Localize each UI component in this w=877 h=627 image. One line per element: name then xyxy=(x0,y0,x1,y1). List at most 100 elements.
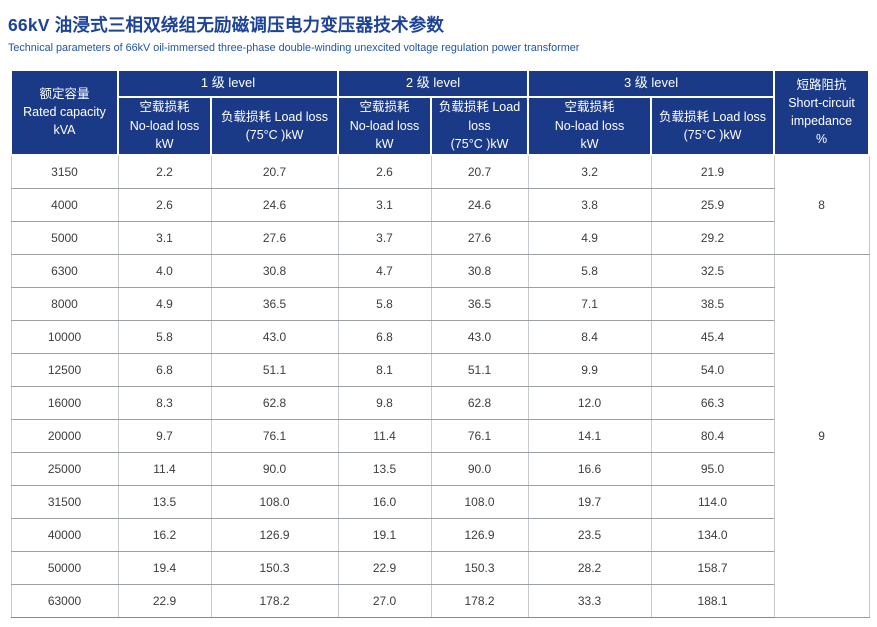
rated-capacity-cell: 10000 xyxy=(10,319,119,354)
loss-value-cell: 5.8 xyxy=(117,319,212,354)
loss-value-cell: 4.9 xyxy=(527,220,652,255)
loss-value-cell: 12.0 xyxy=(527,385,652,420)
loss-value-cell: 76.1 xyxy=(430,418,529,453)
rated-capacity-cell: 40000 xyxy=(10,517,119,552)
loss-value-cell: 62.8 xyxy=(430,385,529,420)
loss-value-cell: 6.8 xyxy=(337,319,432,354)
rated-capacity-cell: 63000 xyxy=(10,583,119,618)
loss-value-cell: 9.8 xyxy=(337,385,432,420)
loss-value-cell: 16.2 xyxy=(117,517,212,552)
loss-value-cell: 188.1 xyxy=(650,583,775,618)
header-group-level-2: 2 级 level xyxy=(337,68,530,98)
table-row: 8000 4.9 36.5 5.8 36.5 7.1 38.5 xyxy=(10,286,869,321)
loss-value-cell: 19.1 xyxy=(337,517,432,552)
loss-value-cell: 3.1 xyxy=(117,220,212,255)
rated-capacity-cell: 4000 xyxy=(10,187,119,222)
rated-capacity-cell: 20000 xyxy=(10,418,119,453)
rated-capacity-cell: 6300 xyxy=(10,253,119,288)
loss-value-cell: 16.6 xyxy=(527,451,652,486)
loss-value-cell: 20.7 xyxy=(210,154,339,189)
loss-value-cell: 4.7 xyxy=(337,253,432,288)
loss-value-cell: 108.0 xyxy=(210,484,339,519)
table-row: 5000 3.1 27.6 3.7 27.6 4.9 29.2 xyxy=(10,220,869,255)
loss-value-cell: 24.6 xyxy=(430,187,529,222)
loss-value-cell: 30.8 xyxy=(210,253,339,288)
loss-value-cell: 21.9 xyxy=(650,154,775,189)
header-group-level-1: 1 级 level xyxy=(116,68,340,98)
impedance-value-cell: 9 xyxy=(773,253,870,618)
loss-value-cell: 8.3 xyxy=(117,385,212,420)
loss-value-cell: 108.0 xyxy=(430,484,529,519)
loss-value-cell: 54.0 xyxy=(650,352,775,387)
loss-value-cell: 8.4 xyxy=(527,319,652,354)
page-title: 66kV 油浸式三相双绕组无励磁调压电力变压器技术参数 xyxy=(8,15,445,35)
table-row: 50000 19.4 150.3 22.9 150.3 28.2 158.7 xyxy=(10,550,869,585)
header-no-load-loss-1: 空载损耗 No-load loss kW xyxy=(117,95,212,156)
loss-value-cell: 66.3 xyxy=(650,385,775,420)
loss-value-cell: 7.1 xyxy=(527,286,652,321)
loss-value-cell: 36.5 xyxy=(210,286,339,321)
table-row: 16000 8.3 62.8 9.8 62.8 12.0 66.3 xyxy=(10,385,869,420)
loss-value-cell: 126.9 xyxy=(430,517,529,552)
rated-capacity-cell: 25000 xyxy=(10,451,119,486)
table-row: 25000 11.4 90.0 13.5 90.0 16.6 95.0 xyxy=(10,451,869,486)
table-row: 40000 16.2 126.9 19.1 126.9 23.5 134.0 xyxy=(10,517,869,552)
loss-value-cell: 114.0 xyxy=(650,484,775,519)
loss-value-cell: 27.6 xyxy=(430,220,529,255)
header-group-level-3: 3 级 level xyxy=(527,68,776,98)
loss-value-cell: 22.9 xyxy=(117,583,212,618)
loss-value-cell: 33.3 xyxy=(527,583,652,618)
loss-value-cell: 11.4 xyxy=(337,418,432,453)
loss-value-cell: 90.0 xyxy=(430,451,529,486)
loss-value-cell: 158.7 xyxy=(650,550,775,585)
loss-value-cell: 29.2 xyxy=(650,220,775,255)
loss-value-cell: 36.5 xyxy=(430,286,529,321)
loss-value-cell: 9.9 xyxy=(527,352,652,387)
loss-value-cell: 6.8 xyxy=(117,352,212,387)
table-row: 10000 5.8 43.0 6.8 43.0 8.4 45.4 xyxy=(10,319,869,354)
loss-value-cell: 13.5 xyxy=(337,451,432,486)
rated-capacity-cell: 5000 xyxy=(10,220,119,255)
table-row: 4000 2.6 24.6 3.1 24.6 3.8 25.9 xyxy=(10,187,869,222)
table-body: 3150 2.2 20.7 2.6 20.7 3.2 21.9 8 4000 2.6 24.6 3.1… xyxy=(10,154,870,618)
header-sub-row: 空载损耗 No-load loss kW 负载损耗 Load loss (75°… xyxy=(11,95,869,156)
table-row: 63000 22.9 178.2 27.0 178.2 33.3 188.1 xyxy=(10,583,869,618)
rated-capacity-cell: 12500 xyxy=(10,352,119,387)
loss-value-cell: 28.2 xyxy=(527,550,652,585)
header-group-row: 额定容量 Rated capacity kVA 1 级 level 2 级 le… xyxy=(10,68,871,156)
header-short-circuit-impedance: 短路阻抗 Short-circuit impedance % xyxy=(773,68,871,156)
loss-value-cell: 95.0 xyxy=(650,451,775,486)
header-load-loss-2: 负载损耗 Load loss (75°C )kW xyxy=(430,95,530,156)
loss-value-cell: 178.2 xyxy=(210,583,339,618)
loss-value-cell: 8.1 xyxy=(337,352,432,387)
impedance-value-cell: 8 xyxy=(773,154,870,255)
loss-value-cell: 27.6 xyxy=(210,220,339,255)
loss-value-cell: 134.0 xyxy=(650,517,775,552)
table-header: 额定容量 Rated capacity kVA 1 级 level 2 级 le… xyxy=(10,68,871,156)
header-no-load-loss-3: 空载损耗 No-load loss kW xyxy=(527,95,653,156)
loss-value-cell: 80.4 xyxy=(650,418,775,453)
loss-value-cell: 32.5 xyxy=(650,253,775,288)
loss-value-cell: 2.6 xyxy=(117,187,212,222)
loss-value-cell: 126.9 xyxy=(210,517,339,552)
loss-value-cell: 25.9 xyxy=(650,187,775,222)
loss-value-cell: 2.6 xyxy=(337,154,432,189)
rated-capacity-cell: 8000 xyxy=(10,286,119,321)
loss-value-cell: 3.1 xyxy=(337,187,432,222)
loss-value-cell: 38.5 xyxy=(650,286,775,321)
loss-value-cell: 4.0 xyxy=(117,253,212,288)
loss-value-cell: 150.3 xyxy=(210,550,339,585)
loss-value-cell: 23.5 xyxy=(527,517,652,552)
loss-value-cell: 5.8 xyxy=(527,253,652,288)
table-row: 6300 4.0 30.8 4.7 30.8 5.8 32.5 9 xyxy=(10,253,870,618)
table-row: 3150 2.2 20.7 2.6 20.7 3.2 21.9 8 xyxy=(10,154,870,255)
table-row: 20000 9.7 76.1 11.4 76.1 14.1 80.4 xyxy=(10,418,869,453)
loss-value-cell: 3.8 xyxy=(527,187,652,222)
loss-value-cell: 11.4 xyxy=(117,451,212,486)
table-row: 12500 6.8 51.1 8.1 51.1 9.9 54.0 xyxy=(10,352,869,387)
header-rated-capacity: 额定容量 Rated capacity kVA xyxy=(10,68,119,156)
loss-value-cell: 16.0 xyxy=(337,484,432,519)
loss-value-cell: 3.7 xyxy=(337,220,432,255)
transformer-parameters-table: 额定容量 Rated capacity kVA 1 级 level 2 级 le… xyxy=(10,68,871,618)
